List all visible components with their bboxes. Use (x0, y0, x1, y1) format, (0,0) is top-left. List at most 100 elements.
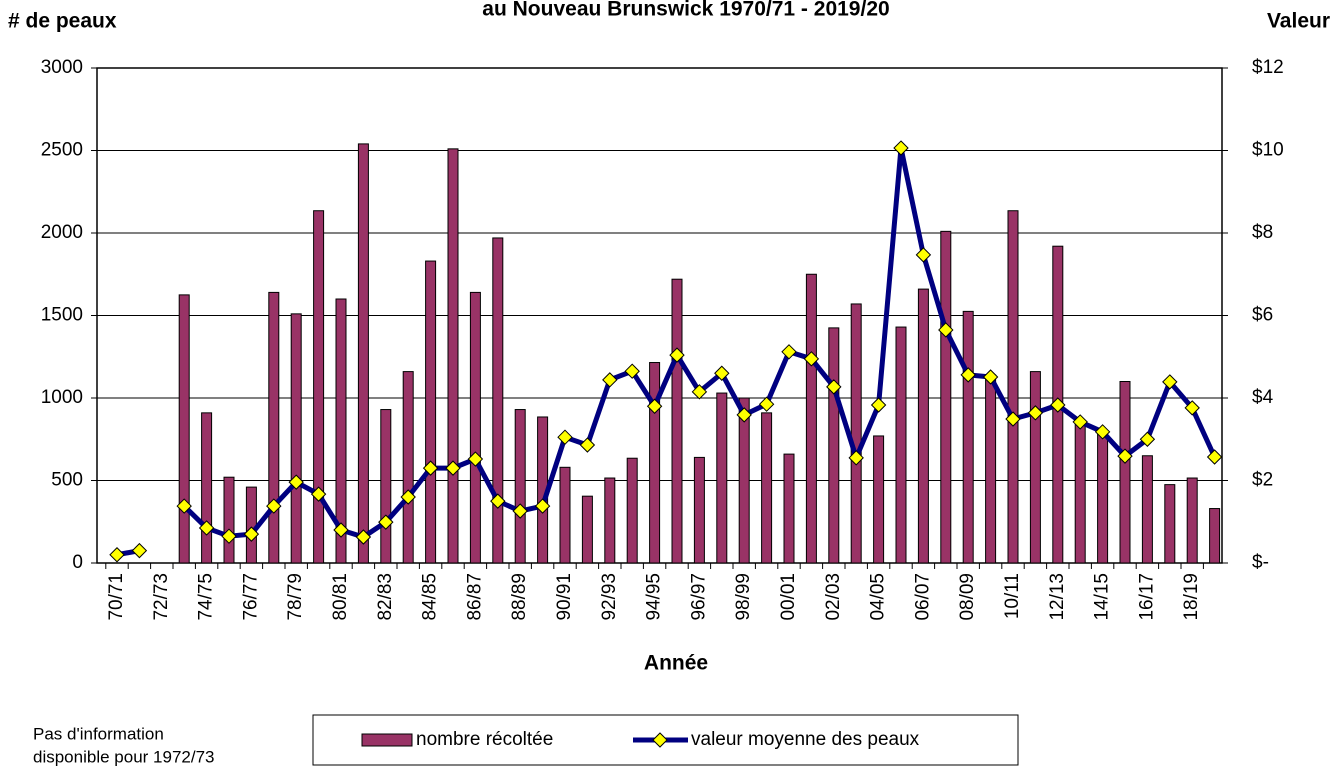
bar (402, 371, 414, 564)
bar (1186, 477, 1198, 564)
x-tick-label: 86/87 (464, 573, 485, 621)
marker (310, 486, 327, 502)
bar (268, 291, 280, 564)
legend-label: nombre récoltée (416, 729, 553, 750)
x-tick-label: 96/97 (688, 573, 709, 621)
marker (1139, 431, 1156, 447)
x-tick-label: 08/09 (957, 573, 978, 621)
x-tick-label: 78/79 (285, 573, 306, 621)
marker (736, 407, 752, 423)
bar (290, 313, 302, 564)
marker (602, 372, 618, 388)
bar (514, 409, 526, 564)
y-tick-label: 500 (51, 470, 83, 491)
legend-label: valeur moyenne des peaux (691, 729, 920, 750)
bar (335, 298, 347, 564)
x-tick-label: 76/77 (240, 573, 261, 621)
x-tick-label: 02/03 (823, 573, 844, 621)
bar (962, 310, 974, 564)
bar (1097, 432, 1109, 564)
marker (490, 493, 506, 509)
bar (223, 476, 235, 564)
chart-title: au Nouveau Brunswick 1970/71 - 2019/20 (482, 0, 889, 21)
marker (557, 429, 573, 445)
bar (245, 486, 257, 564)
y-tick-label: 0 (72, 552, 83, 573)
bar (783, 453, 795, 564)
marker (579, 437, 596, 453)
x-tick-label: 72/73 (151, 573, 172, 621)
y-tick-label: 1000 (41, 387, 83, 408)
marker (758, 396, 775, 412)
marker (893, 140, 909, 156)
marker (355, 529, 372, 545)
bar (559, 466, 571, 564)
y-axis-label: # de peaux (8, 10, 117, 33)
bar (1209, 508, 1221, 564)
marker (1184, 400, 1200, 416)
x-tick-label: 18/19 (1181, 573, 1202, 621)
x-tick-label: 94/95 (644, 573, 665, 621)
x-tick-label: 14/15 (1092, 573, 1113, 621)
x-tick-label: 04/05 (868, 573, 889, 621)
marker (400, 489, 416, 505)
x-tick-label: 10/11 (1002, 573, 1023, 619)
marker (198, 520, 215, 536)
x-tick-label: 84/85 (420, 573, 441, 621)
bar (649, 362, 661, 564)
x-tick-label: 12/13 (1047, 573, 1068, 621)
bar (357, 143, 369, 564)
bar (895, 326, 907, 564)
bar (1164, 484, 1176, 564)
marker (1050, 397, 1066, 413)
bar (1007, 210, 1019, 564)
marker (534, 498, 551, 514)
x-tick-label: 00/01 (778, 573, 799, 621)
note: Pas d'information (33, 724, 164, 743)
marker (624, 363, 640, 379)
y-tick-label: 2500 (41, 140, 83, 161)
x-tick-label: 88/89 (509, 573, 530, 621)
note: disponible pour 1972/73 (33, 747, 214, 766)
marker (870, 397, 887, 413)
marker (221, 528, 237, 544)
bar (469, 291, 481, 564)
bar (873, 435, 885, 564)
bar (178, 294, 190, 564)
y2-axis-label: Valeur (1267, 10, 1330, 33)
x-tick-label: 74/75 (196, 573, 217, 621)
bar (985, 374, 997, 564)
marker (243, 526, 260, 542)
y2-tick-label: $- (1252, 552, 1269, 573)
x-tick-label: 16/17 (1136, 573, 1157, 621)
bar (626, 457, 638, 564)
marker (714, 365, 730, 381)
marker (467, 451, 484, 467)
y-tick-label: 2000 (41, 222, 83, 243)
bar (313, 210, 325, 564)
bar (738, 397, 750, 564)
bar (850, 303, 862, 564)
bar (828, 327, 840, 564)
bar (581, 495, 593, 564)
line (116, 145, 1217, 558)
legend-swatch (361, 733, 413, 747)
marker (109, 547, 125, 563)
marker (646, 398, 663, 414)
marker (669, 347, 685, 363)
marker (691, 384, 708, 400)
x-tick-label: 80/81 (330, 573, 351, 621)
bar (693, 456, 705, 564)
bar (1119, 381, 1131, 564)
bar (1074, 422, 1086, 564)
y2-tick-label: $2 (1252, 470, 1273, 491)
marker (781, 344, 797, 360)
bar (380, 409, 392, 564)
bar (671, 278, 683, 564)
x-tick-label: 92/93 (599, 573, 620, 621)
marker (512, 503, 528, 519)
marker (333, 522, 349, 538)
y2-tick-label: $10 (1252, 140, 1284, 161)
x-axis-label: Année (644, 652, 708, 675)
